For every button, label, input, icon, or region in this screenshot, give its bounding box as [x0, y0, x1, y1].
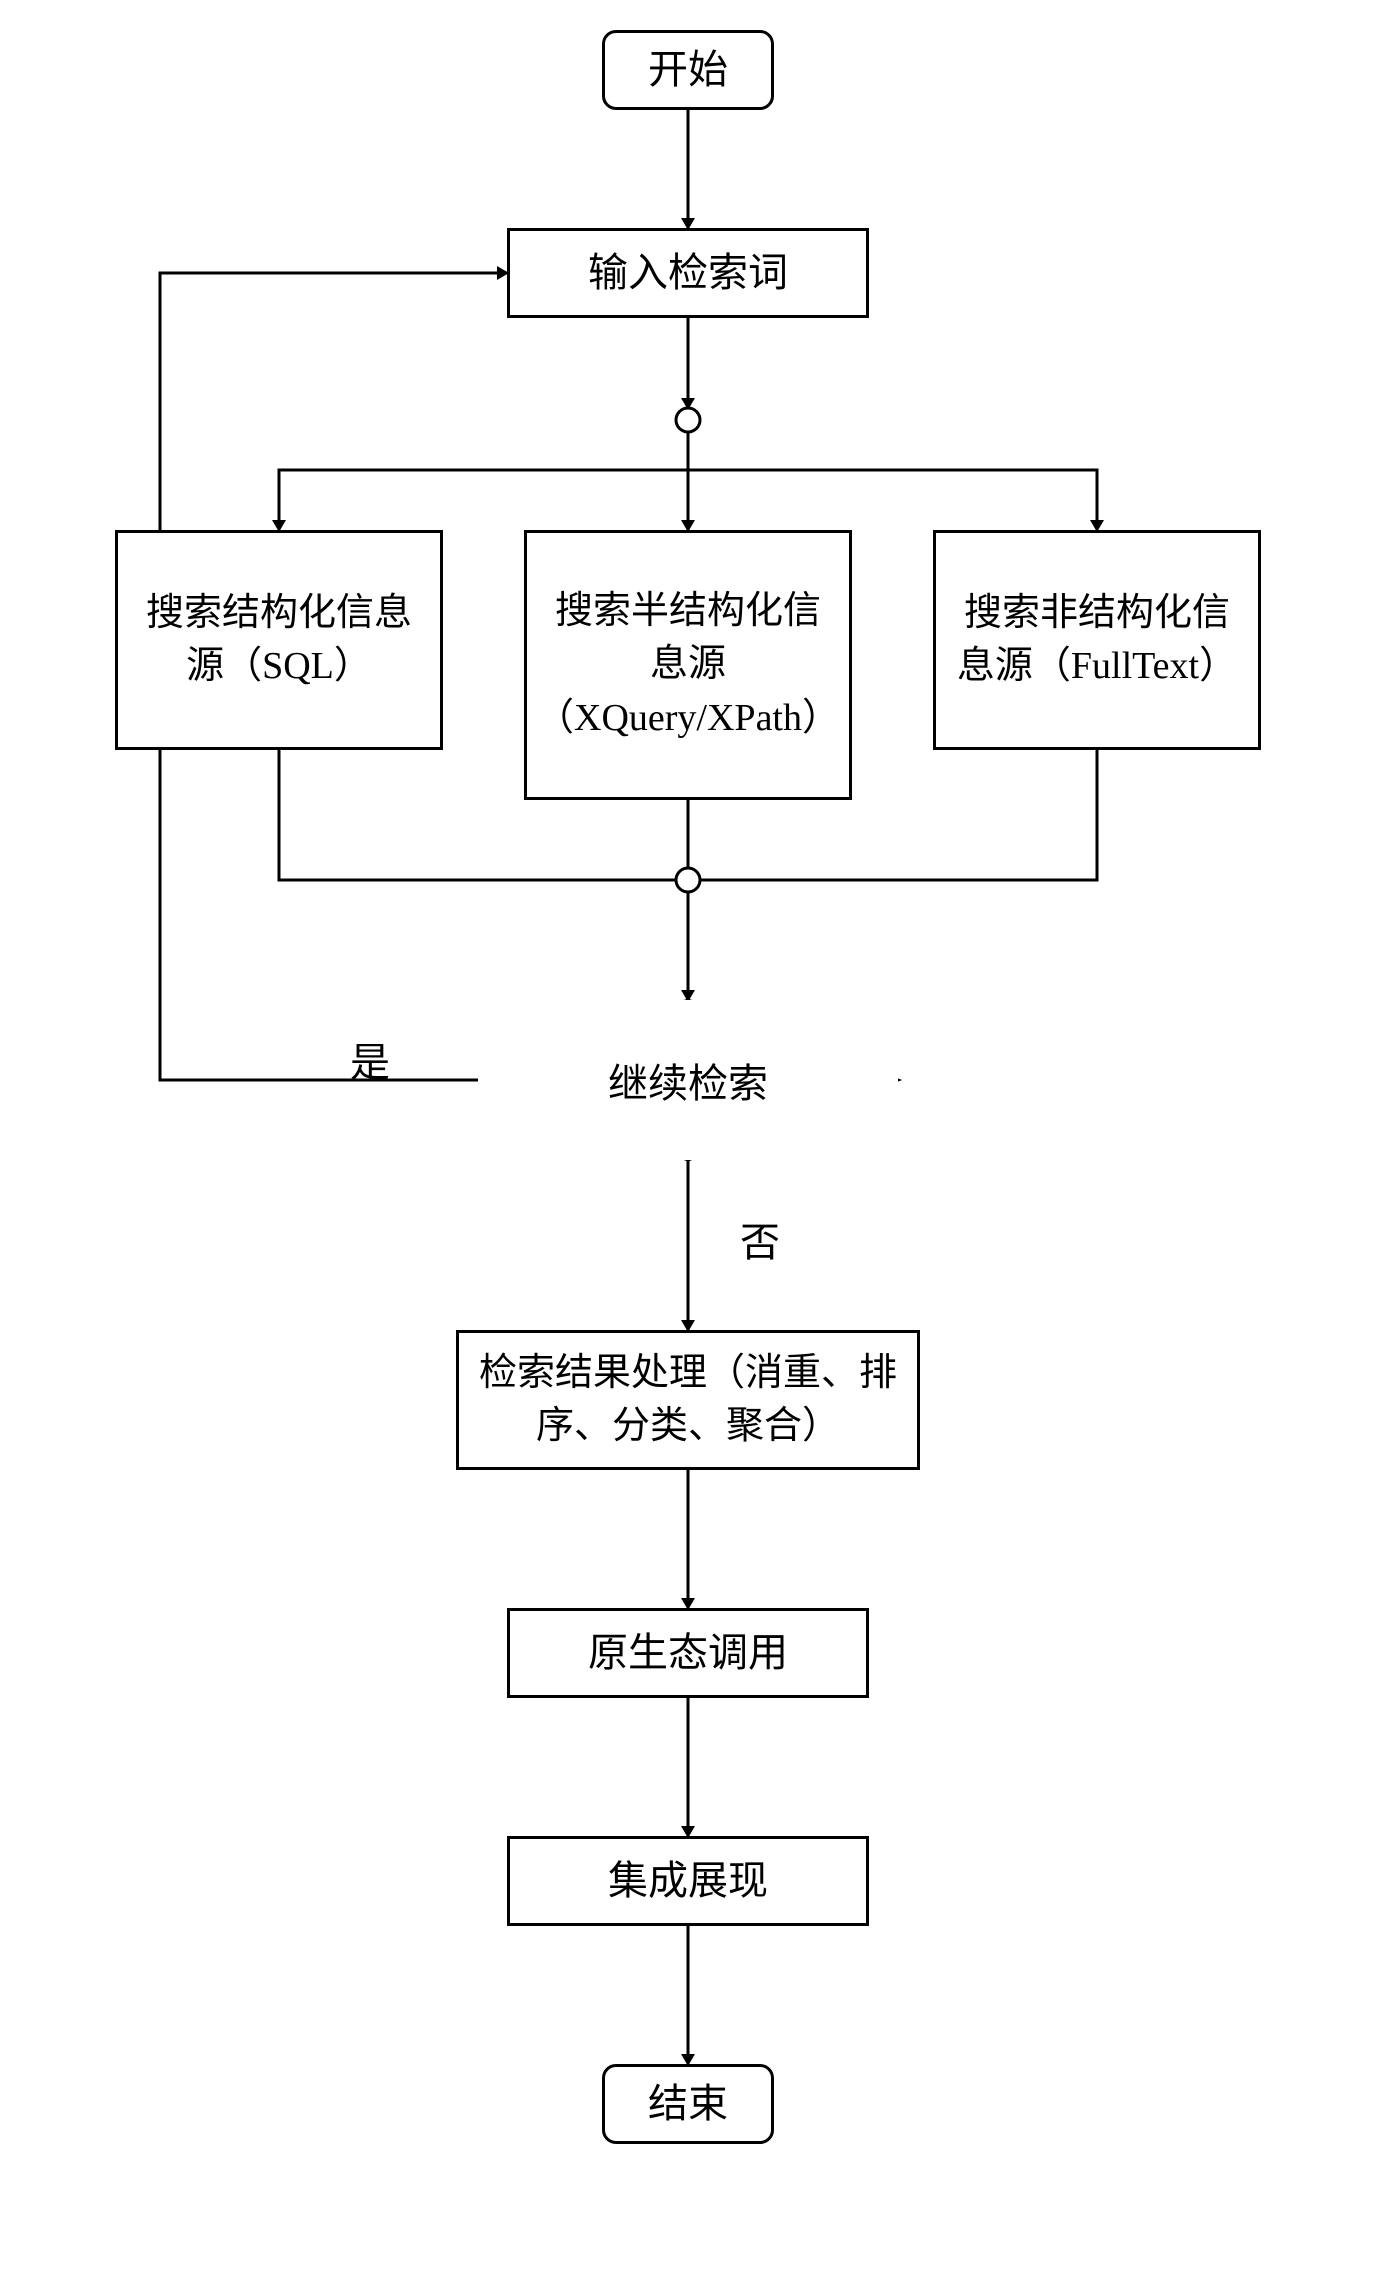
node-input: 输入检索词	[507, 228, 869, 318]
node-input-label: 输入检索词	[588, 245, 788, 301]
node-decision-label: 继续检索	[608, 1051, 768, 1109]
node-process: 检索结果处理（消重、排序、分类、聚合）	[456, 1330, 920, 1470]
node-decision: 继续检索	[478, 1000, 898, 1160]
edge-label-yes-text: 是	[350, 1040, 390, 1085]
node-native-label: 原生态调用	[588, 1625, 788, 1681]
node-branch-b: 搜索半结构化信息源（XQuery/XPath）	[524, 530, 852, 800]
node-display: 集成展现	[507, 1836, 869, 1926]
node-native: 原生态调用	[507, 1608, 869, 1698]
node-display-label: 集成展现	[608, 1853, 768, 1909]
edge-label-no: 否	[740, 1210, 780, 1268]
node-end-label: 结束	[648, 2076, 728, 2132]
edge-label-no-text: 否	[740, 1220, 780, 1265]
node-branch-a: 搜索结构化信息源（SQL）	[115, 530, 443, 750]
node-branch-a-label: 搜索结构化信息源（SQL）	[130, 587, 428, 693]
node-branch-c-label: 搜索非结构化信息源（FullText）	[948, 587, 1246, 693]
edge-label-yes: 是	[350, 1030, 390, 1088]
node-start: 开始	[602, 30, 774, 110]
node-branch-b-label: 搜索半结构化信息源（XQuery/XPath）	[536, 585, 840, 745]
node-end: 结束	[602, 2064, 774, 2144]
node-start-label: 开始	[648, 42, 728, 98]
node-process-label: 检索结果处理（消重、排序、分类、聚合）	[471, 1347, 905, 1453]
flowchart-canvas: 开始 输入检索词 搜索结构化信息源（SQL） 搜索半结构化信息源（XQuery/…	[0, 0, 1376, 2282]
node-branch-c: 搜索非结构化信息源（FullText）	[933, 530, 1261, 750]
